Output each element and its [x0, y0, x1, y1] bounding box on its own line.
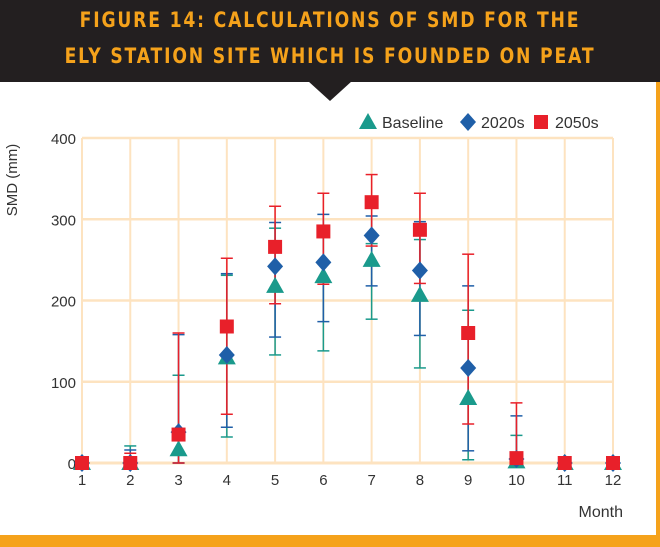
legend-marker-baseline — [359, 113, 377, 129]
data-point — [509, 451, 524, 466]
data-point — [267, 257, 284, 276]
data-point — [362, 250, 381, 267]
markers-2020s — [74, 226, 621, 472]
legend-marker-2050s — [534, 115, 548, 129]
data-point — [461, 326, 476, 340]
data-point — [411, 261, 428, 280]
bottom-accent-bar — [0, 535, 660, 547]
data-point — [169, 440, 188, 457]
y-tick-label: 0 — [68, 456, 76, 473]
data-point — [363, 226, 380, 245]
data-point — [219, 319, 234, 334]
x-tick-label: 6 — [319, 472, 327, 489]
x-tick-label: 2 — [126, 472, 134, 489]
legend-label: 2050s — [555, 115, 599, 132]
legend-marker-2020s — [460, 113, 476, 131]
x-tick-label: 10 — [508, 472, 525, 489]
x-tick-label: 8 — [416, 472, 424, 489]
title-banner: FIGURE 14: CALCULATIONS OF SMD FOR THE E… — [0, 0, 660, 82]
data-point — [459, 389, 478, 405]
chart-title-line-1: FIGURE 14: CALCULATIONS OF SMD FOR THE — [79, 8, 581, 32]
banner-pointer — [308, 81, 352, 101]
legend-label: Baseline — [382, 115, 443, 132]
data-point — [268, 239, 283, 254]
x-axis-label: Month — [579, 504, 623, 521]
series-2050s — [124, 173, 523, 464]
data-point — [123, 456, 138, 470]
data-point — [364, 195, 379, 210]
data-point — [171, 427, 186, 442]
data-point — [316, 224, 331, 239]
markers-2050s — [75, 195, 620, 470]
chart-title-line-2: ELY STATION SITE WHICH IS FOUNDED ON PEA… — [64, 44, 596, 68]
data-point — [557, 456, 572, 470]
x-tick-label: 9 — [464, 472, 472, 489]
data-point — [460, 358, 477, 377]
data-point — [266, 276, 285, 293]
x-tick-label: 3 — [174, 472, 182, 489]
data-point — [75, 456, 89, 470]
data-point — [218, 345, 235, 364]
data-point — [410, 285, 429, 302]
x-tick-label: 1 — [78, 472, 86, 489]
legend-label: 2020s — [481, 115, 525, 132]
x-tick-label: 5 — [271, 472, 279, 489]
data-point — [314, 267, 333, 284]
data-point — [606, 456, 620, 470]
markers-baseline — [73, 250, 622, 470]
y-tick-label: 100 — [51, 375, 76, 392]
x-tick-label: 7 — [367, 472, 375, 489]
series — [73, 173, 622, 472]
x-tick-label: 11 — [557, 472, 573, 489]
legend: Baseline 2020s 2050s — [359, 113, 599, 132]
y-tick-label: 200 — [51, 294, 76, 311]
grid — [81, 136, 614, 465]
right-accent-bar — [656, 82, 660, 547]
x-tick-label: 12 — [605, 472, 622, 489]
x-tick-label: 4 — [223, 472, 231, 489]
data-point — [315, 253, 332, 272]
data-point — [412, 222, 427, 237]
y-tick-label: 300 — [51, 212, 76, 229]
y-axis-label: SMD (mm) — [4, 144, 21, 216]
y-tick-label: 400 — [51, 131, 76, 148]
